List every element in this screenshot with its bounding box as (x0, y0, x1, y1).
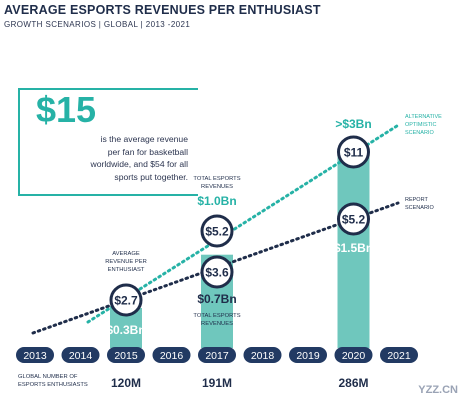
total-rev-top-note: TOTAL ESPORTS (193, 176, 240, 182)
report-2017-circle (200, 255, 234, 289)
year-pill-2021 (380, 347, 418, 363)
year-pill-2015 (107, 347, 145, 363)
enthusiasts-label: ESPORTS ENTHUSIASTS (18, 382, 88, 388)
enthusiasts-label: GLOBAL NUMBER OF (18, 374, 78, 380)
page-subtitle: GROWTH SCENARIOS | GLOBAL | 2013 -2021 (4, 20, 191, 29)
year-pill-2020 (334, 347, 373, 363)
enthusiasts-2020: 286M (338, 376, 368, 390)
callout-line: sports put together. (114, 171, 188, 182)
page-title: AVERAGE ESPORTS REVENUES PER ENTHUSIAST (4, 3, 321, 17)
year-label-2013: 2013 (23, 350, 47, 362)
year-pill-2013 (16, 347, 54, 363)
report-2017-label: $3.6 (205, 266, 229, 280)
year-label-2018: 2018 (251, 350, 275, 362)
year-label-2015: 2015 (114, 350, 138, 362)
year-pill-2018 (243, 347, 282, 363)
report-scenario-label: SCENARIO (405, 205, 434, 211)
alt-2017-label: $5.2 (205, 225, 229, 239)
year-label-2020: 2020 (342, 350, 366, 362)
alt-2017-circle (200, 214, 234, 248)
total-revenue-2020: $1.5Bn (334, 241, 373, 255)
total-rev-bottom-note: TOTAL ESPORTS (193, 313, 240, 319)
report-2020-label: $5.2 (342, 213, 366, 227)
report-scenario-line (31, 201, 400, 335)
enthusiasts-2015: 120M (111, 376, 141, 390)
year-label-2021: 2021 (387, 350, 411, 362)
report-2015-label: $2.7 (114, 294, 138, 308)
watermark: YZZ.CN (418, 384, 458, 396)
total-revenue-2017: $0.7Bn (197, 292, 236, 306)
callout-figure: $15 (36, 89, 97, 130)
year-label-2014: 2014 (69, 350, 93, 362)
alt-2020-circle (337, 135, 370, 169)
total-rev-top-note: REVENUES (201, 184, 233, 190)
avg-revenue-note: ENTHUSIAST (108, 267, 145, 273)
year-label-2016: 2016 (160, 350, 184, 362)
alt-2020-label: $11 (344, 146, 364, 160)
alt-scenario-label: OPTIMISTIC (405, 122, 437, 128)
year-pill-2016 (152, 347, 191, 363)
callout-line: is the average revenue (100, 134, 188, 144)
bar-2020 (337, 148, 370, 348)
alt-scenario-label: SCENARIO (405, 130, 434, 136)
callout-line: worldwide, and $54 for all (90, 159, 188, 169)
callout-text: is the average revenue per fan for baske… (30, 133, 188, 183)
year-pill-2017 (198, 347, 236, 363)
callout-line: per fan for basketball (107, 146, 188, 157)
total-revenue-2015: $0.3Bn (106, 323, 145, 337)
year-pill-2014 (61, 347, 100, 363)
alt-scenario-label: ALTERNATIVE (405, 114, 442, 120)
year-label-2017: 2017 (205, 350, 229, 362)
report-scenario-label: REPORT (405, 197, 428, 203)
year-label-2019: 2019 (296, 350, 320, 362)
total-rev-bottom-note: REVENUES (201, 321, 233, 327)
avg-revenue-note: REVENUE PER (105, 259, 147, 265)
alt-total-revenue-2020: >$3Bn (335, 117, 371, 131)
avg-revenue-note: AVERAGE (112, 251, 140, 257)
report-2015-circle (109, 283, 143, 317)
callout-box (18, 88, 198, 196)
enthusiasts-2017: 191M (202, 376, 232, 390)
alt-total-revenue-2017: $1.0Bn (197, 194, 236, 208)
report-2020-circle (337, 202, 370, 236)
year-pill-2019 (289, 347, 327, 363)
